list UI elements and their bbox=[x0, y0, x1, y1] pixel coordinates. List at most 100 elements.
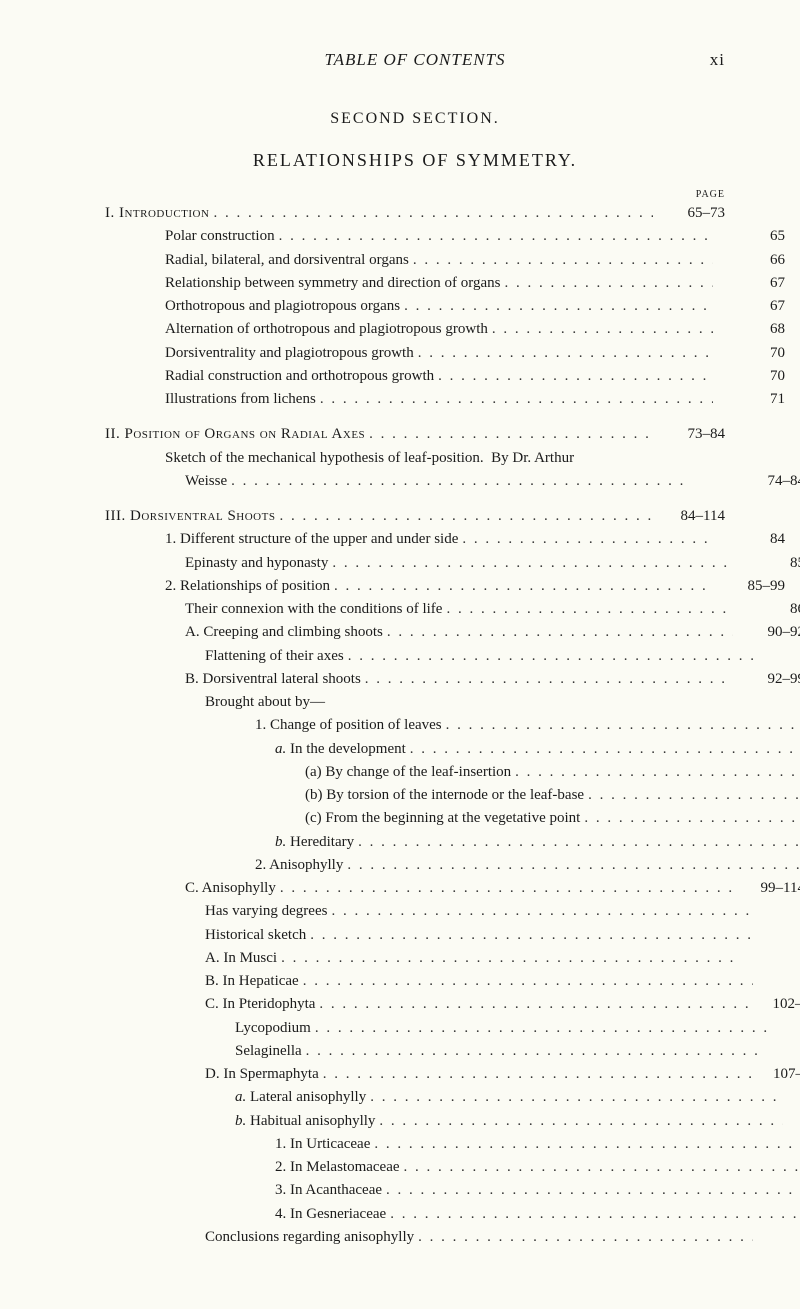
toc-page-number: 99 bbox=[753, 924, 800, 947]
toc-row: I. Introduction65–73 bbox=[105, 202, 725, 225]
running-head: TABLE OF CONTENTS xi bbox=[105, 50, 725, 70]
dot-leaders bbox=[387, 621, 733, 636]
toc-entry-label: 4. In Gesneriaceae bbox=[275, 1203, 390, 1226]
dot-leaders bbox=[348, 645, 753, 660]
toc-entry-label: Orthotropous and plagiotropous organs bbox=[165, 295, 404, 318]
toc-entry-label: Has varying degrees bbox=[205, 900, 331, 923]
toc-entry-label: III. Dorsiventral Shoots bbox=[105, 505, 279, 528]
dot-leaders bbox=[303, 970, 753, 985]
toc-row: III. Dorsiventral Shoots84–114 bbox=[105, 505, 725, 528]
toc-row: Conclusions regarding anisophylly 113 bbox=[105, 1226, 800, 1249]
toc-entry-label: Radial construction and orthotropous gro… bbox=[165, 365, 438, 388]
toc-row: Their connexion with the conditions of l… bbox=[105, 598, 800, 621]
toc-row: 1. In Urticaceae109 bbox=[105, 1133, 800, 1156]
toc-page-number: 70 bbox=[713, 342, 785, 365]
toc-entry-label: Alternation of orthotropous and plagiotr… bbox=[165, 318, 492, 341]
toc-row: (c) From the beginning at the vegetative… bbox=[105, 807, 800, 830]
page: TABLE OF CONTENTS xi SECOND SECTION. REL… bbox=[0, 0, 800, 1309]
toc-entry-label: 2. Anisophylly bbox=[255, 854, 347, 877]
toc-row: C. Anisophylly99–114 bbox=[105, 877, 800, 900]
toc-page-number: 102 bbox=[783, 1017, 800, 1040]
toc-row: b. Hereditary95 bbox=[105, 831, 800, 854]
toc-entry-label: 1. In Urticaceae bbox=[275, 1133, 374, 1156]
toc-entry-label: Sketch of the mechanical hypothesis of l… bbox=[165, 447, 578, 470]
dot-leaders bbox=[515, 761, 800, 776]
dot-leaders bbox=[281, 947, 753, 962]
running-title: TABLE OF CONTENTS bbox=[105, 50, 685, 70]
toc-entry-label: b. Hereditary bbox=[275, 831, 358, 854]
toc-entry-label: (c) From the beginning at the vegetative… bbox=[305, 807, 584, 830]
dot-leaders bbox=[323, 1063, 753, 1078]
toc-page-number: 105 bbox=[783, 1040, 800, 1063]
dot-leaders bbox=[280, 877, 733, 892]
spacer bbox=[105, 411, 725, 423]
dot-leaders bbox=[331, 900, 753, 915]
table-of-contents: I. Introduction65–73Polar construction65… bbox=[105, 202, 725, 1249]
dot-leaders bbox=[358, 831, 800, 846]
toc-entry-label: I. Introduction bbox=[105, 202, 213, 225]
dot-leaders bbox=[315, 1017, 783, 1032]
toc-row: 1. Different structure of the upper and … bbox=[105, 528, 785, 551]
toc-row: Selaginella 105 bbox=[105, 1040, 800, 1063]
toc-entry-label: Lycopodium bbox=[235, 1017, 315, 1040]
toc-row: Radial, bilateral, and dorsiventral orga… bbox=[105, 249, 785, 272]
dot-leaders bbox=[374, 1133, 800, 1148]
dot-leaders bbox=[213, 202, 653, 217]
toc-entry-label: Conclusions regarding anisophylly bbox=[205, 1226, 418, 1249]
toc-page-number: 74–84 bbox=[733, 470, 800, 493]
toc-page-number: 85–99 bbox=[713, 575, 785, 598]
toc-row: (a) By change of the leaf-insertion93 bbox=[105, 761, 800, 784]
toc-row: A. In Musci 100 bbox=[105, 947, 800, 970]
toc-entry-label: Polar construction bbox=[165, 225, 279, 248]
dot-leaders bbox=[310, 924, 753, 939]
dot-leaders bbox=[332, 552, 733, 567]
dot-leaders bbox=[446, 598, 733, 613]
toc-page-number: 99–114 bbox=[733, 877, 800, 900]
toc-row: a. Lateral anisophylly108 bbox=[105, 1086, 800, 1109]
toc-row: Alternation of orthotropous and plagiotr… bbox=[105, 318, 785, 341]
toc-page-number: 100 bbox=[753, 947, 800, 970]
toc-entry-label: Selaginella bbox=[235, 1040, 306, 1063]
toc-page-number: 71 bbox=[713, 388, 785, 411]
toc-row: 3. In Acanthaceae112 bbox=[105, 1179, 800, 1202]
dot-leaders bbox=[279, 225, 713, 240]
dot-leaders bbox=[319, 993, 753, 1008]
toc-page-number: 99 bbox=[753, 900, 800, 923]
toc-page-number: 113 bbox=[753, 1226, 800, 1249]
toc-page-number: 65 bbox=[713, 225, 785, 248]
folio: xi bbox=[685, 50, 725, 70]
toc-row: Has varying degrees 99 bbox=[105, 900, 800, 923]
toc-entry-label: 1. Different structure of the upper and … bbox=[165, 528, 462, 551]
toc-entry-label: A. In Musci bbox=[205, 947, 281, 970]
toc-row: (b) By torsion of the internode or the l… bbox=[105, 784, 800, 807]
toc-page-number: 67 bbox=[713, 272, 785, 295]
toc-row: Lycopodium 102 bbox=[105, 1017, 800, 1040]
toc-row: b. Habitual anisophylly109 bbox=[105, 1110, 800, 1133]
toc-entry-label: Epinasty and hyponasty bbox=[185, 552, 332, 575]
toc-entry-label: (b) By torsion of the internode or the l… bbox=[305, 784, 588, 807]
toc-entry-label: 2. Relationships of position bbox=[165, 575, 334, 598]
toc-row: 2. Anisophylly99 bbox=[105, 854, 800, 877]
toc-page-number: 70 bbox=[713, 365, 785, 388]
toc-entry-label: b. Habitual anisophylly bbox=[235, 1110, 379, 1133]
toc-page-number: 102–107 bbox=[753, 993, 800, 1016]
dot-leaders bbox=[413, 249, 713, 264]
dot-leaders bbox=[334, 575, 713, 590]
dot-leaders bbox=[438, 365, 713, 380]
toc-page-number: 101 bbox=[753, 970, 800, 993]
toc-entry-label: 2. In Melastomaceae bbox=[275, 1156, 404, 1179]
dot-leaders bbox=[320, 388, 713, 403]
dot-leaders bbox=[390, 1203, 800, 1218]
toc-row: B. Dorsiventral lateral shoots92–99 bbox=[105, 668, 800, 691]
toc-row: Sketch of the mechanical hypothesis of l… bbox=[105, 447, 785, 470]
toc-row: Orthotropous and plagiotropous organs67 bbox=[105, 295, 785, 318]
toc-entry-label: (a) By change of the leaf-insertion bbox=[305, 761, 515, 784]
dot-leaders bbox=[446, 714, 800, 729]
dot-leaders bbox=[279, 505, 653, 520]
toc-entry-label: Historical sketch bbox=[205, 924, 310, 947]
toc-entry-label: Weisse bbox=[185, 470, 231, 493]
toc-row: Epinasty and hyponasty85 bbox=[105, 552, 800, 575]
toc-page-number: 92–99 bbox=[733, 668, 800, 691]
dot-leaders bbox=[504, 272, 713, 287]
toc-page-number: 90–92 bbox=[733, 621, 800, 644]
